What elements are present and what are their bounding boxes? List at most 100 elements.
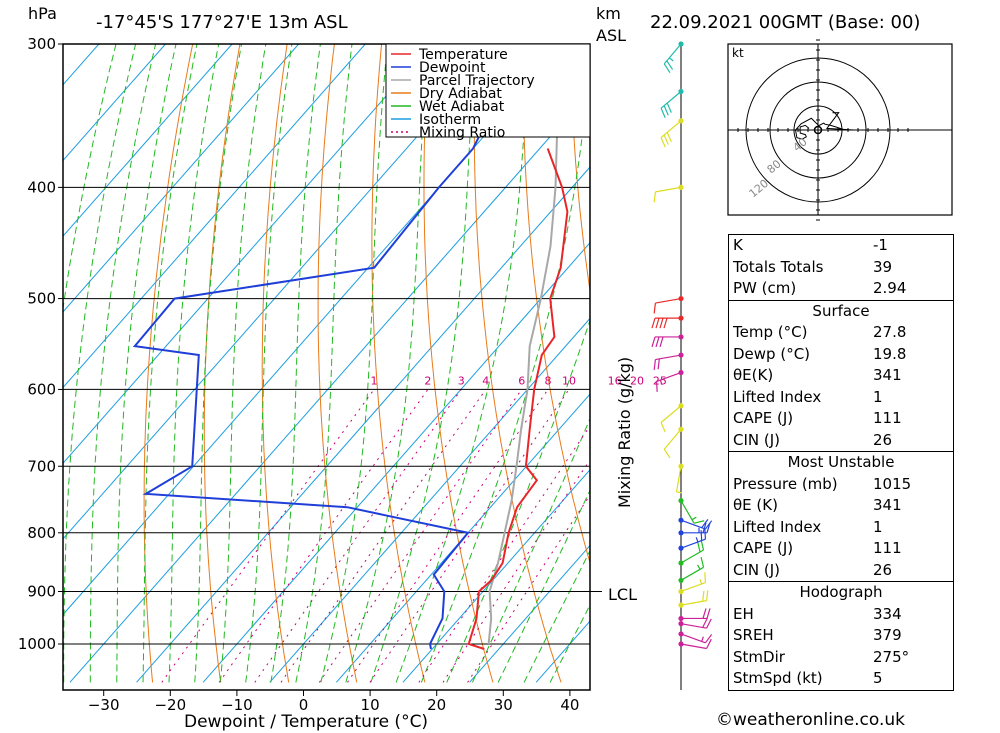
stat-value: 341 [873, 496, 902, 514]
mixing-ratio-label: 25 [653, 374, 667, 387]
wet-adiabat-line [345, 44, 429, 683]
wind-level-dot [678, 631, 684, 637]
wind-level-dot [678, 615, 684, 622]
mixing-ratio-label: 2 [424, 374, 431, 387]
mixing-ratio-label: 3 [458, 374, 465, 387]
dry-adiabat-line [948, 44, 1000, 682]
mixing-ratio-label: 8 [545, 374, 552, 387]
mixing-ratio-label: 10 [562, 374, 576, 387]
wind-level-dot [678, 88, 684, 95]
plot-frame [62, 43, 591, 691]
isotherm-line [63, 44, 233, 237]
mixing-ratio-line [254, 389, 462, 683]
wind-level-dot [678, 588, 684, 595]
legend-entry: Temperature [418, 47, 508, 63]
wind-barb [678, 638, 712, 650]
wind-barb [660, 403, 684, 433]
wind-level-dot [678, 560, 684, 566]
wind-level-dot [678, 41, 684, 47]
wet-adiabat-line [549, 604, 590, 683]
wind-level-dot [678, 621, 684, 627]
wet-adiabat-line [142, 44, 198, 683]
legend-entry: Dewpoint [419, 60, 486, 76]
surface-header: Surface [729, 299, 953, 323]
parcel-trajectory-line [487, 44, 563, 645]
stat-value: 26 [873, 430, 893, 449]
dry-adiabat-line [317, 44, 358, 683]
x-tick-label: 30 [494, 696, 513, 714]
hodograph-ring [793, 105, 843, 155]
sounding-profiles [132, 44, 569, 650]
wind-level-dot [678, 530, 684, 536]
wet-adiabat-line [219, 44, 267, 683]
legend-entry: Wet Adiabat [419, 99, 505, 115]
wind-barb [653, 184, 684, 203]
stat-sreh: SREH 379 [729, 625, 953, 647]
stat-value: 1015 [873, 474, 912, 493]
asl-unit-label: ASL [596, 26, 626, 45]
stat-value: -1 [873, 236, 888, 254]
wet-adiabat-line [116, 44, 177, 683]
site-link[interactable]: weatheronline.co.uk [733, 710, 906, 730]
isotherm-line [269, 317, 590, 683]
wind-barb [678, 528, 707, 551]
wind-level-dot [678, 352, 684, 358]
wind-barb [653, 352, 684, 371]
mixing-ratio-label: 16 [608, 374, 622, 387]
stat-value: 2.94 [873, 279, 907, 297]
stat-label: StmDir [733, 647, 785, 666]
dry-adiabat-line [203, 44, 241, 683]
hodograph-trace [794, 112, 855, 140]
dry-adiabat-line [522, 44, 590, 565]
x-tick-label: 20 [427, 696, 446, 714]
isotherm-line [63, 44, 499, 540]
stat-surface-li: Lifted Index 1 [729, 387, 953, 409]
mixing-ratio-line [318, 389, 523, 683]
mixing-ratio-line [442, 458, 590, 683]
stat-value: 27.8 [873, 323, 907, 341]
x-tick-label: 40 [560, 696, 579, 714]
mixing-ratio-labels: 1 2 3 4 6 8 10 16 20 25 [371, 374, 667, 387]
wind-barb [678, 572, 707, 595]
wind-barb [660, 118, 684, 148]
hodograph-ring [745, 57, 891, 203]
wind-level-dot [678, 334, 684, 340]
stat-label: θE (K) [733, 496, 778, 514]
stat-label: CAPE (J) [733, 539, 794, 557]
stat-label: Temp (°C) [733, 323, 808, 341]
footer-credit[interactable]: ©weatheronline.co.uk [716, 710, 905, 730]
stat-value: 275° [873, 647, 910, 666]
stat-totals-totals: Totals Totals 39 [729, 257, 953, 279]
wet-adiabat-line [523, 549, 590, 683]
stat-mu-li: Lifted Index 1 [729, 517, 953, 539]
y-tick-label: 400 [27, 178, 56, 196]
stat-label: Pressure (mb) [733, 474, 838, 493]
stat-value: 1 [873, 387, 883, 406]
datetime-title: 22.09.2021 00GMT (Base: 00) [650, 12, 920, 33]
dry-adiabat-line [261, 44, 290, 683]
stat-label: Totals Totals [733, 257, 824, 276]
wind-level-dot [678, 426, 684, 432]
stat-label: StmSpd (kt) [733, 669, 823, 687]
wind-level-dot [678, 498, 684, 504]
wet-adiabat-line [89, 44, 157, 683]
dry-adiabat-line [143, 44, 194, 683]
wind-level-dot [678, 463, 684, 469]
mixing-ratio-line [347, 389, 549, 683]
stat-surface-cin: CIN (J) 26 [729, 430, 953, 452]
storm-motion-marker [813, 125, 823, 135]
isotherm-line [335, 393, 590, 683]
stat-surface-theta: θE(K) 341 [729, 365, 953, 387]
isotherm-line [63, 44, 433, 464]
stat-label: SREH [733, 626, 774, 644]
stat-surface-dewp: Dewp (°C) 19.8 [729, 344, 953, 366]
stat-value: 334 [873, 604, 902, 623]
stat-value: 111 [873, 409, 902, 427]
wind-barb [653, 295, 684, 314]
stat-mu-cape: CAPE (J) 111 [729, 538, 953, 560]
lcl-label: LCL [608, 585, 637, 604]
isotherm-line [69, 90, 590, 683]
hpa-unit-label: hPa [28, 4, 57, 23]
copyright-symbol: © [716, 710, 733, 730]
